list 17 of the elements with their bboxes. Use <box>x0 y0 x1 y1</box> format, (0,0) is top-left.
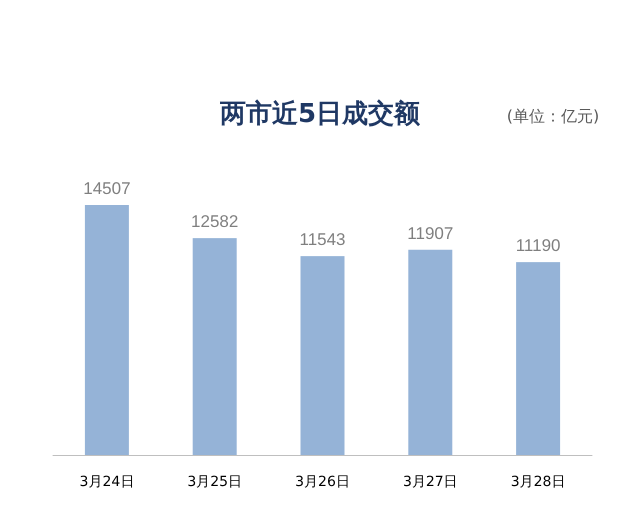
data-label: 14507 <box>83 179 131 198</box>
x-tick-label: 3月24日 <box>80 474 134 490</box>
bar <box>516 262 560 455</box>
chart-subtitle: (单位：亿元) <box>506 106 600 126</box>
data-label: 11907 <box>407 224 454 243</box>
bar <box>300 256 344 455</box>
data-label: 11190 <box>516 236 560 256</box>
bar <box>192 238 237 455</box>
x-tick-label: 3月26日 <box>295 474 350 490</box>
data-label: 11543 <box>299 230 346 250</box>
x-tick-label: 3月25日 <box>187 474 242 490</box>
bar <box>84 205 129 455</box>
x-tick-label: 3月27日 <box>402 474 458 490</box>
bar <box>408 250 452 455</box>
chart-title: 两市近5日成交额 <box>218 99 422 129</box>
data-label: 12582 <box>191 212 238 232</box>
x-tick-label: 3月28日 <box>510 474 566 490</box>
